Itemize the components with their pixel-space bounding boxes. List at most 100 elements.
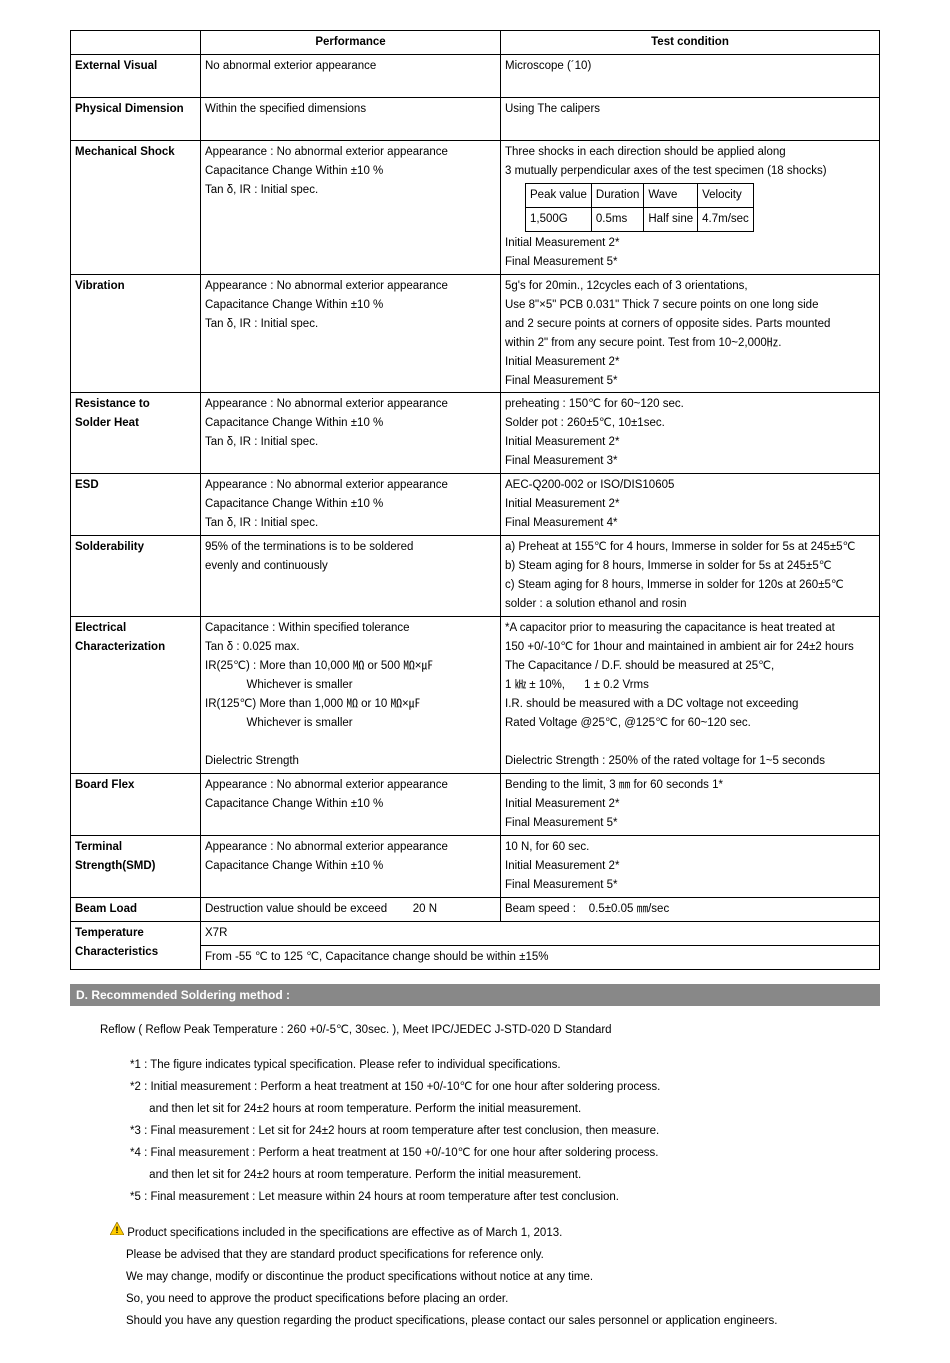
cell-line: AEC-Q200-002 or ISO/DIS10605 bbox=[505, 476, 875, 495]
cell-line: 3 mutually perpendicular axes of the tes… bbox=[505, 162, 875, 181]
disclaimer-text: Product specifications included in the s… bbox=[127, 1227, 562, 1239]
cell-line: b) Steam aging for 8 hours, Immerse in s… bbox=[505, 557, 875, 576]
row-label: Solderability bbox=[71, 536, 201, 617]
row-label: Resistance toSolder Heat bbox=[71, 393, 201, 474]
cell-line: Tan δ, IR : Initial spec. bbox=[205, 181, 496, 200]
warning-icon: ! bbox=[110, 1222, 124, 1244]
row-label: Beam Load bbox=[71, 897, 201, 921]
row-perf: Appearance : No abnormal exterior appear… bbox=[201, 274, 501, 393]
note-line: *2 : Initial measurement : Perform a hea… bbox=[130, 1077, 880, 1099]
cell-line: Rated Voltage @25℃, @125℃ for 60~120 sec… bbox=[505, 714, 875, 733]
cell-line: Capacitance Change Within ±10 % bbox=[205, 795, 496, 814]
cell-line: Capacitance Change Within ±10 % bbox=[205, 162, 496, 181]
row-cond: 5g's for 20min., 12cycles each of 3 orie… bbox=[501, 274, 880, 393]
row-perf: No abnormal exterior appearance bbox=[201, 54, 501, 97]
cell-line: Capacitance Change Within ±10 % bbox=[205, 296, 496, 315]
row-cond: AEC-Q200-002 or ISO/DIS10605 Initial Mea… bbox=[501, 474, 880, 536]
cell-line: Appearance : No abnormal exterior appear… bbox=[205, 143, 496, 162]
cell-line: Using The calipers bbox=[505, 100, 875, 119]
cell-line: Tan δ, IR : Initial spec. bbox=[205, 514, 496, 533]
row-label: ElectricalCharacterization bbox=[71, 617, 201, 774]
cell-line: Within the specified dimensions bbox=[205, 100, 496, 119]
inner-cell: Duration bbox=[591, 183, 643, 207]
note-line: and then let sit for 24±2 hours at room … bbox=[130, 1165, 880, 1187]
cell-line: Dielectric Strength : 250% of the rated … bbox=[505, 752, 875, 771]
inner-cell: 4.7m/sec bbox=[698, 207, 754, 231]
row-cond: preheating : 150℃ for 60~120 sec. Solder… bbox=[501, 393, 880, 474]
cell-line: X7R bbox=[201, 922, 879, 946]
cell-line: The Capacitance / D.F. should be measure… bbox=[505, 657, 875, 676]
row-full: X7R From -55 ℃ to 125 ℃, Capacitance cha… bbox=[201, 921, 880, 969]
cell-line: IR(125℃) More than 1,000 ㏁ or 10 ㏁×㎌ bbox=[205, 695, 496, 714]
cell-line: Tan δ, IR : Initial spec. bbox=[205, 315, 496, 334]
cell-line: Final Measurement 5* bbox=[505, 253, 875, 272]
cell-line: Microscope (´10) bbox=[505, 57, 875, 76]
row-label: External Visual bbox=[71, 54, 201, 97]
section-d-title: D. Recommended Soldering method : bbox=[70, 984, 880, 1006]
row-perf: Within the specified dimensions bbox=[201, 97, 501, 140]
row-cond: a) Preheat at 155℃ for 4 hours, Immerse … bbox=[501, 536, 880, 617]
cell-line: 1 ㎑ ± 10%, 1 ± 0.2 Vrms bbox=[505, 676, 875, 695]
disclaimer-line: Should you have any question regarding t… bbox=[110, 1311, 880, 1333]
cell-line: Capacitance : Within specified tolerance bbox=[205, 619, 496, 638]
cell-line: 95% of the terminations is to be soldere… bbox=[205, 538, 496, 557]
cell-line: Whichever is smaller bbox=[205, 714, 496, 733]
cell-line: Tan δ, IR : Initial spec. bbox=[205, 433, 496, 452]
row-perf: Appearance : No abnormal exterior appear… bbox=[201, 474, 501, 536]
row-cond: *A capacitor prior to measuring the capa… bbox=[501, 617, 880, 774]
cell-line: c) Steam aging for 8 hours, Immerse in s… bbox=[505, 576, 875, 595]
header-performance: Performance bbox=[201, 31, 501, 55]
cell-line: *A capacitor prior to measuring the capa… bbox=[505, 619, 875, 638]
cell-line: Three shocks in each direction should be… bbox=[505, 143, 875, 162]
cell-line: Appearance : No abnormal exterior appear… bbox=[205, 776, 496, 795]
cell-line: Solder pot : 260±5℃, 10±1sec. bbox=[505, 414, 875, 433]
cell-line: I.R. should be measured with a DC voltag… bbox=[505, 695, 875, 714]
cell-line: 10 N, for 60 sec. bbox=[505, 838, 875, 857]
row-cond: Beam speed : 0.5±0.05 ㎜/sec bbox=[501, 897, 880, 921]
disclaimer-line: So, you need to approve the product spec… bbox=[110, 1289, 880, 1311]
reflow-text: Reflow ( Reflow Peak Temperature : 260 +… bbox=[100, 1020, 880, 1042]
note-line: *4 : Final measurement : Perform a heat … bbox=[130, 1143, 880, 1165]
cell-line: Initial Measurement 2* bbox=[505, 433, 875, 452]
row-label: Board Flex bbox=[71, 773, 201, 835]
cell-line: Use 8"×5" PCB 0.031" Thick 7 secure poin… bbox=[505, 296, 875, 315]
cell-line: Dielectric Strength bbox=[205, 752, 496, 771]
row-perf: 95% of the terminations is to be soldere… bbox=[201, 536, 501, 617]
cell-line: Final Measurement 4* bbox=[505, 514, 875, 533]
cell-line: Initial Measurement 2* bbox=[505, 353, 875, 372]
cell-line: and 2 secure points at corners of opposi… bbox=[505, 315, 875, 334]
row-label: Physical Dimension bbox=[71, 97, 201, 140]
footnotes: *1 : The figure indicates typical specif… bbox=[130, 1055, 880, 1208]
cell-line: a) Preheat at 155℃ for 4 hours, Immerse … bbox=[505, 538, 875, 557]
inner-cell: Velocity bbox=[698, 183, 754, 207]
cell-line: Tan δ : 0.025 max. bbox=[205, 638, 496, 657]
row-cond: Three shocks in each direction should be… bbox=[501, 140, 880, 274]
note-line: and then let sit for 24±2 hours at room … bbox=[130, 1099, 880, 1121]
svg-text:!: ! bbox=[116, 1225, 119, 1235]
inner-cell: Half sine bbox=[644, 207, 698, 231]
row-label: ESD bbox=[71, 474, 201, 536]
cell-line: From -55 ℃ to 125 ℃, Capacitance change … bbox=[205, 948, 875, 967]
cell-line: evenly and continuously bbox=[205, 557, 496, 576]
inner-cell: Peak value bbox=[526, 183, 592, 207]
note-line: *1 : The figure indicates typical specif… bbox=[130, 1055, 880, 1077]
row-label: TerminalStrength(SMD) bbox=[71, 835, 201, 897]
cell-line: solder : a solution ethanol and rosin bbox=[505, 595, 875, 614]
cell-line: Final Measurement 5* bbox=[505, 814, 875, 833]
row-perf: Destruction value should be exceed 20 N bbox=[201, 897, 501, 921]
row-cond: Using The calipers bbox=[501, 97, 880, 140]
header-blank bbox=[71, 31, 201, 55]
disclaimer-block: ! Product specifications included in the… bbox=[110, 1222, 880, 1332]
note-line: *3 : Final measurement : Let sit for 24±… bbox=[130, 1121, 880, 1143]
cell-line: Capacitance Change Within ±10 % bbox=[205, 857, 496, 876]
cell-line: Initial Measurement 2* bbox=[505, 234, 875, 253]
cell-line: Final Measurement 5* bbox=[505, 372, 875, 391]
cell-line: Final Measurement 5* bbox=[505, 876, 875, 895]
shock-inner-table: Peak value Duration Wave Velocity 1,500G… bbox=[525, 183, 754, 232]
cell-line: Final Measurement 3* bbox=[505, 452, 875, 471]
cell-line: Capacitance Change Within ±10 % bbox=[205, 414, 496, 433]
inner-cell: 1,500G bbox=[526, 207, 592, 231]
row-cond: Microscope (´10) bbox=[501, 54, 880, 97]
cell-line: Whichever is smaller bbox=[205, 676, 496, 695]
disclaimer-line: Please be advised that they are standard… bbox=[110, 1245, 880, 1267]
